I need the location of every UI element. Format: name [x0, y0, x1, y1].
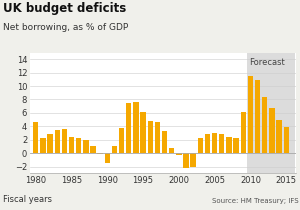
- Bar: [112, 146, 117, 153]
- Bar: [269, 108, 274, 153]
- Text: Net borrowing, as % of GDP: Net borrowing, as % of GDP: [3, 23, 128, 32]
- Bar: [247, 52, 296, 173]
- Bar: [155, 122, 160, 153]
- Bar: [255, 80, 260, 153]
- Bar: [284, 127, 289, 153]
- Bar: [241, 112, 246, 153]
- Bar: [176, 153, 182, 155]
- Text: Forecast: Forecast: [249, 58, 285, 67]
- Bar: [119, 128, 124, 153]
- Text: Fiscal years: Fiscal years: [3, 195, 52, 204]
- Bar: [162, 131, 167, 153]
- Bar: [183, 153, 189, 168]
- Bar: [262, 97, 267, 153]
- Bar: [47, 134, 53, 153]
- Bar: [219, 134, 224, 153]
- Bar: [248, 76, 253, 153]
- Bar: [148, 121, 153, 153]
- Bar: [226, 137, 232, 153]
- Text: UK budget deficits: UK budget deficits: [3, 2, 126, 15]
- Bar: [276, 119, 282, 153]
- Bar: [212, 133, 217, 153]
- Bar: [205, 134, 210, 153]
- Bar: [90, 146, 96, 153]
- Bar: [76, 138, 81, 153]
- Bar: [105, 153, 110, 163]
- Bar: [98, 153, 103, 154]
- Text: Source: HM Treasury; IFS: Source: HM Treasury; IFS: [212, 198, 298, 204]
- Bar: [133, 102, 139, 153]
- Bar: [33, 122, 38, 153]
- Bar: [169, 148, 174, 153]
- Bar: [190, 153, 196, 167]
- Bar: [40, 138, 46, 153]
- Bar: [55, 130, 60, 153]
- Bar: [62, 129, 67, 153]
- Bar: [69, 137, 74, 153]
- Bar: [233, 138, 239, 153]
- Bar: [126, 104, 131, 153]
- Bar: [83, 140, 88, 153]
- Bar: [198, 138, 203, 153]
- Bar: [140, 112, 146, 153]
